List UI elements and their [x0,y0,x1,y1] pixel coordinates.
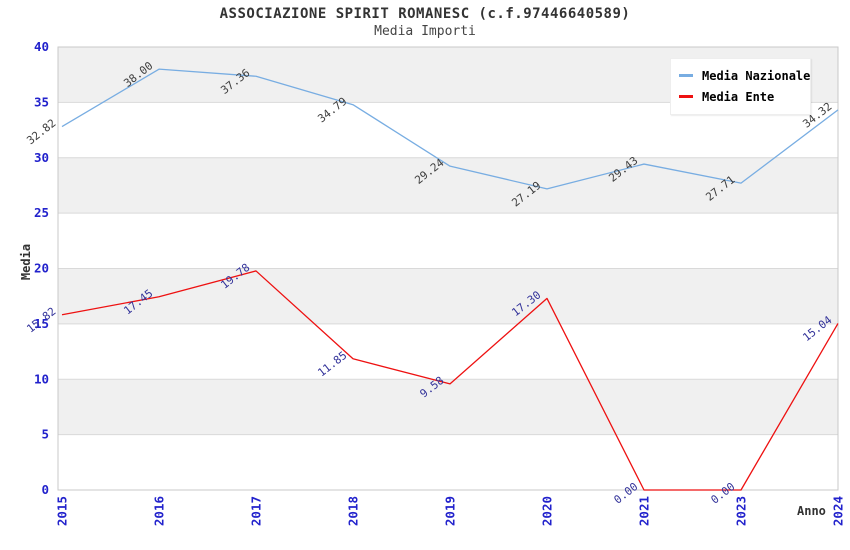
legend-label: Media Ente [702,89,775,104]
x-tick-label: 2023 [734,496,749,526]
y-tick-label: 25 [34,205,49,220]
series-line-media-nazionale [61,68,839,190]
data-point-label: 11.85 [315,349,349,380]
legend-label: Media Nazionale [702,68,811,83]
y-tick-label: 0 [41,482,49,497]
y-tick-label: 10 [34,371,49,386]
legend-swatch-blue-line [679,74,693,77]
x-axis-title: Anno [797,504,826,518]
y-tick-label: 40 [34,39,49,54]
y-tick-label: 30 [34,150,49,165]
x-tick-label: 2016 [152,496,167,526]
x-tick-label: 2024 [831,496,846,526]
y-tick-label: 5 [41,427,49,442]
legend-item-media-nazionale: Media Nazionale [679,65,810,86]
chart-title: ASSOCIAZIONE SPIRIT ROMANESC (c.f.974466… [219,6,631,22]
legend-swatch-red-line [679,95,693,98]
plot-band [58,268,838,324]
chart-subtitle: Media Importi [374,24,476,39]
legend-item-media-ente: Media Ente [679,86,802,107]
data-point-label: 32.82 [24,117,58,148]
y-axis-title: Media [19,243,34,281]
x-tick-label: 2018 [346,496,361,526]
legend: Media Nazionale Media Ente [670,58,811,115]
x-tick-label: 2020 [540,496,555,526]
y-tick-label: 35 [34,94,49,109]
plot-band [58,379,838,435]
y-tick-label: 20 [34,261,49,276]
x-tick-label: 2021 [637,496,652,526]
x-tick-label: 2015 [55,496,70,526]
plot-band [58,157,838,214]
x-tick-label: 2019 [443,496,458,526]
series-line-media-ente [61,270,839,491]
plot-border [57,46,839,491]
x-tick-label: 2017 [249,496,264,526]
y-tick-label: 15 [34,316,49,331]
